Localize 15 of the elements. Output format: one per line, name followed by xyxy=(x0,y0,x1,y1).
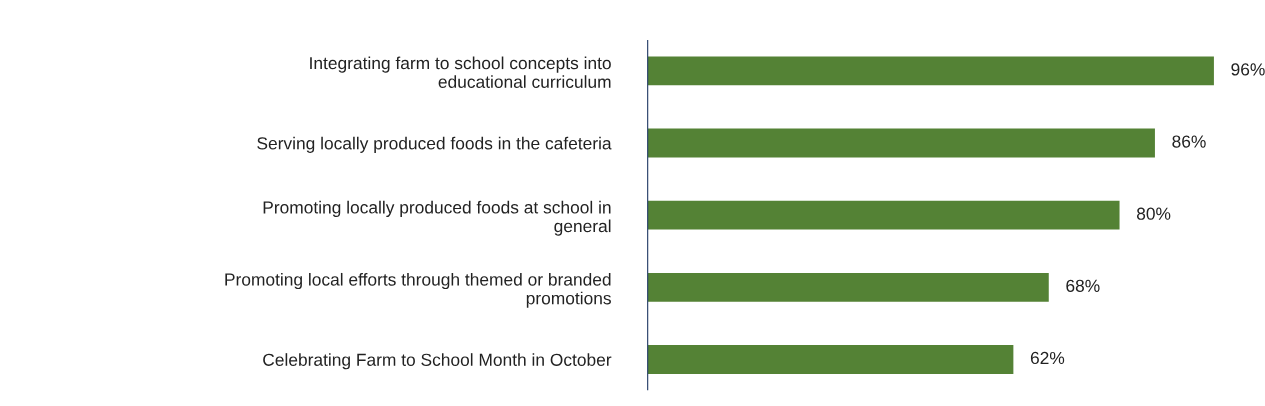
data-label: 96% xyxy=(1231,63,1265,76)
bar xyxy=(647,128,1155,158)
y-tick-label: Promoting local efforts through themed or branded promotions xyxy=(225,272,611,308)
data-label: 62% xyxy=(1030,351,1065,365)
bar xyxy=(647,345,1014,374)
y-tick-label: Serving locally produced foods in the cafeteria xyxy=(257,136,612,153)
y-tick-label: Integrating farm to school concepts into educational curriculum xyxy=(310,56,611,88)
bar xyxy=(647,272,1049,302)
data-label: 86% xyxy=(1172,135,1206,148)
bar xyxy=(647,56,1214,86)
y-tick-label: Promoting locally produced foods at school in general xyxy=(263,200,611,236)
data-label: 80% xyxy=(1136,207,1171,220)
bar xyxy=(647,200,1120,230)
data-label: 68% xyxy=(1066,279,1100,292)
y-tick-label: Celebrating Farm to School Month in October xyxy=(263,353,612,370)
